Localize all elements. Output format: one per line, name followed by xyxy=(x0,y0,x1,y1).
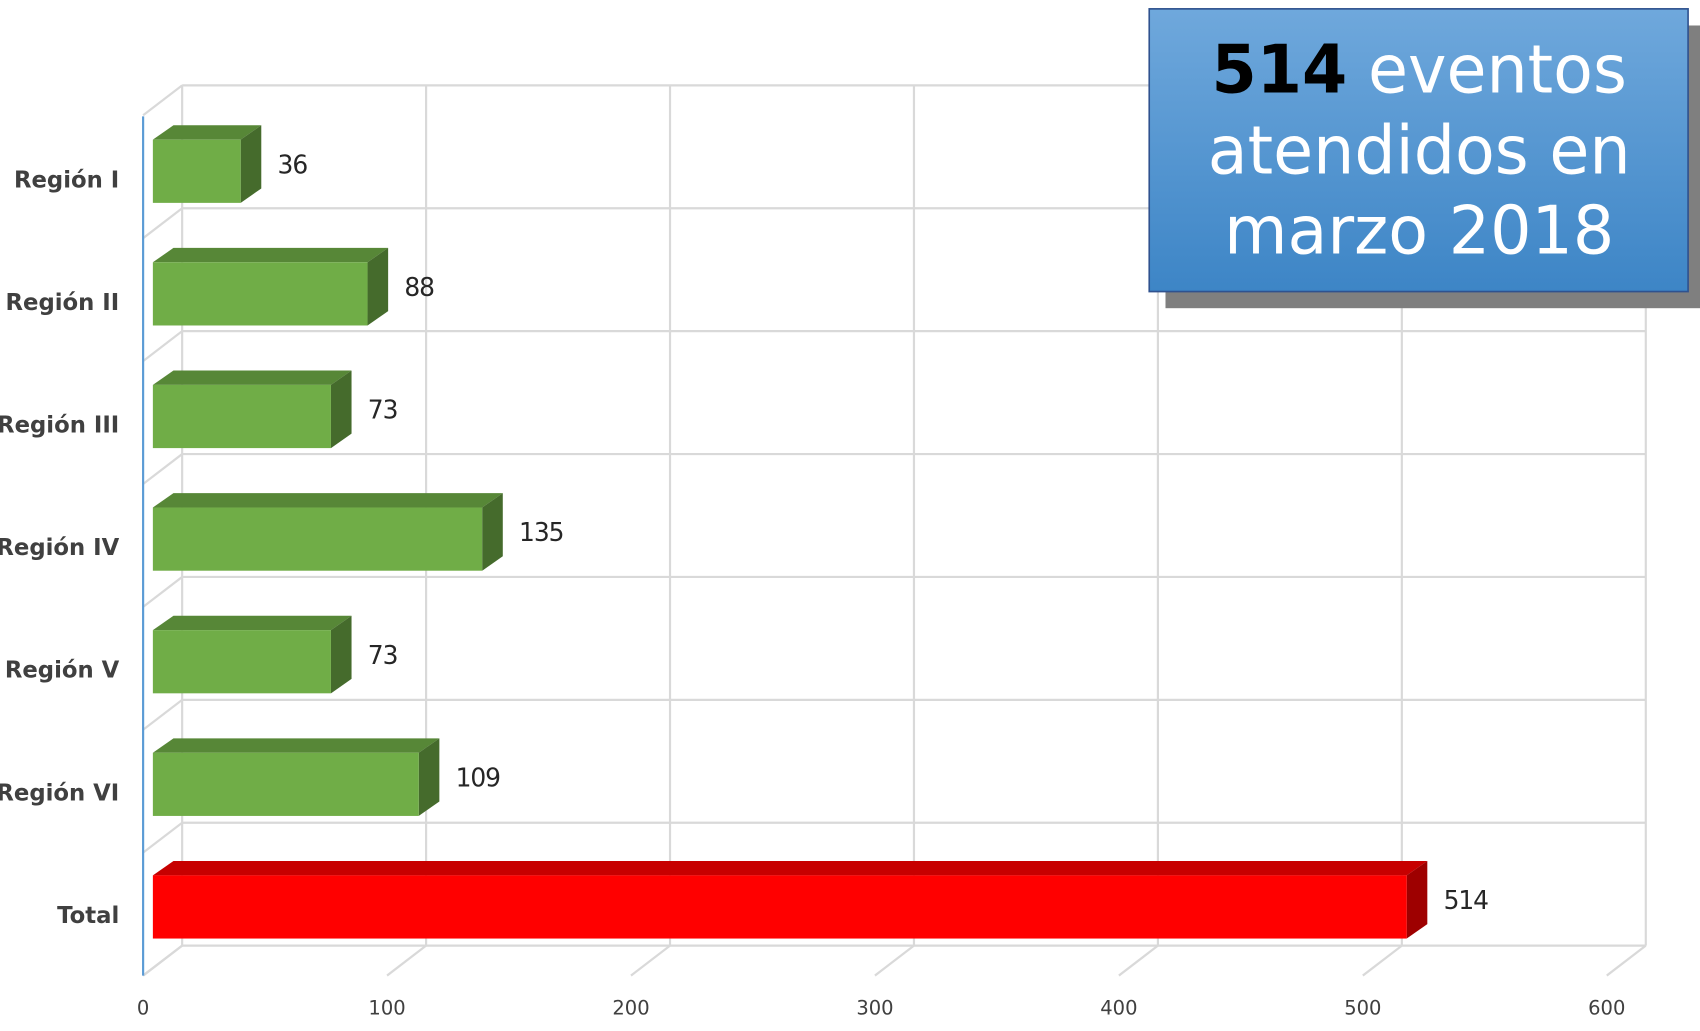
y-tick-label: Región I xyxy=(14,167,119,193)
bar-side xyxy=(482,493,503,571)
floor-grid-line xyxy=(386,944,427,977)
bar xyxy=(152,630,331,694)
value-label: 73 xyxy=(368,395,398,424)
bar-side xyxy=(240,125,262,203)
bar-side xyxy=(367,247,389,326)
annotation-text: eventos xyxy=(1368,31,1627,109)
floor-grid-line xyxy=(1118,944,1159,977)
side-grid-line xyxy=(142,821,183,854)
annotation-highlight: 514 xyxy=(1212,31,1348,109)
side-grid-line xyxy=(142,698,183,731)
side-grid-line xyxy=(142,576,183,608)
value-label: 73 xyxy=(368,641,398,670)
bar xyxy=(152,262,368,326)
x-tick-label: 300 xyxy=(856,996,893,1019)
side-grid-line xyxy=(142,84,183,117)
side-grid-line xyxy=(142,453,183,485)
floor-grid-line xyxy=(630,944,671,977)
y-tick-label: Región II xyxy=(6,290,120,316)
bar-side xyxy=(1406,860,1428,939)
y-tick-label: Región V xyxy=(5,657,120,683)
side-grid-line xyxy=(142,330,183,362)
bar-top xyxy=(152,370,352,385)
box xyxy=(1148,8,1689,293)
value-label: 88 xyxy=(404,273,434,302)
x-tick-label: 200 xyxy=(612,996,649,1019)
bar-side xyxy=(418,738,440,816)
annotation-line: atendidos en xyxy=(1208,112,1631,190)
bar-top xyxy=(152,615,352,631)
y-tick-label: Región IV xyxy=(0,535,119,561)
x-tick-label: 500 xyxy=(1344,996,1381,1019)
floor-grid-line xyxy=(874,944,915,977)
bar-top xyxy=(152,738,440,753)
bar-top xyxy=(152,125,262,140)
x-tick-label: 100 xyxy=(368,996,405,1019)
y-tick-label: Total xyxy=(57,903,119,929)
bar-top xyxy=(152,860,1428,876)
y-tick-label: Región III xyxy=(0,412,119,438)
bar xyxy=(152,507,483,571)
bar xyxy=(152,875,1407,939)
annotation-line: marzo 2018 xyxy=(1224,192,1614,270)
value-label: 135 xyxy=(519,518,563,547)
bar-top xyxy=(152,493,503,508)
x-tick-label: 0 xyxy=(137,996,149,1019)
bar xyxy=(152,752,419,816)
annotation-line: 514 eventos xyxy=(1212,31,1627,109)
value-label: 36 xyxy=(278,150,308,179)
bar-side xyxy=(330,370,352,449)
floor-grid-line xyxy=(1362,944,1403,977)
floor-grid-line xyxy=(142,944,183,977)
x-tick-label: 600 xyxy=(1588,996,1625,1019)
y-tick-label: Región VI xyxy=(0,780,119,806)
floor-grid-line xyxy=(1606,944,1647,977)
value-label: 109 xyxy=(456,763,500,792)
bar-top xyxy=(152,247,389,263)
bar-side xyxy=(330,615,352,694)
value-label: 514 xyxy=(1444,886,1488,915)
bar xyxy=(152,384,331,449)
x-tick-label: 400 xyxy=(1100,996,1137,1019)
side-grid-line xyxy=(142,207,183,240)
bar xyxy=(152,139,241,203)
